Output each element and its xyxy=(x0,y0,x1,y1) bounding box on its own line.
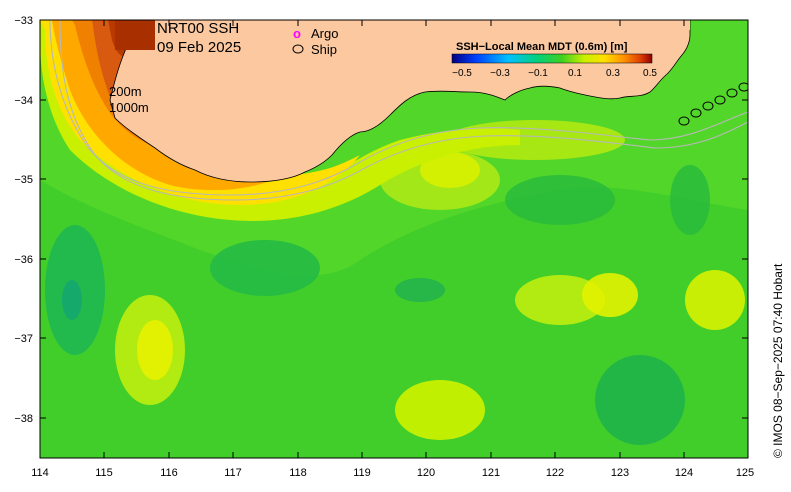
y-tick-label: −37 xyxy=(14,333,33,345)
argo-marker-icon: o xyxy=(293,26,301,41)
x-tick-label: 117 xyxy=(224,467,242,479)
map-date: 09 Feb 2025 xyxy=(157,39,241,56)
y-tick-label: −36 xyxy=(14,254,33,266)
x-tick-label: 120 xyxy=(417,467,435,479)
x-tick-label: 116 xyxy=(160,467,178,479)
x-tick-label: 125 xyxy=(736,467,754,479)
colorbar-tick: −0.5 xyxy=(452,68,472,79)
marker-legend: o Argo Ship xyxy=(292,26,338,57)
x-tick-label: 114 xyxy=(31,467,49,479)
colorbar-title: SSH−Local Mean MDT (0.6m) [m] xyxy=(456,41,628,53)
colorbar-tick: −0.1 xyxy=(528,68,548,79)
y-tick-label: −33 xyxy=(14,15,33,27)
contour-200m-line xyxy=(49,20,748,196)
x-tick-label: 122 xyxy=(546,467,564,479)
legend-ship-label: Ship xyxy=(311,42,337,57)
colorbar-gradient xyxy=(451,53,653,64)
y-tick-label: −38 xyxy=(14,413,33,425)
ssh-field xyxy=(40,20,748,458)
y-tick-label: −34 xyxy=(14,95,33,107)
colorbar-tick: 0.1 xyxy=(568,68,582,79)
legend-argo-label: Argo xyxy=(311,26,338,41)
x-tick-label: 115 xyxy=(95,467,113,479)
contour-1000m-line xyxy=(59,20,748,201)
colorbar-tick: 0.5 xyxy=(643,68,657,79)
x-tick-label: 124 xyxy=(675,467,693,479)
contour-200m-label: 200m xyxy=(109,84,142,99)
eddy-cold-east xyxy=(595,355,685,445)
colorbar: SSH−Local Mean MDT (0.6m) [m] −0.5 −0.3 … xyxy=(451,41,657,79)
colorbar-tick: 0.3 xyxy=(606,68,620,79)
y-tick-label: −35 xyxy=(14,174,33,186)
colorbar-tick: −0.3 xyxy=(490,68,510,79)
plot-frame xyxy=(39,19,749,459)
y-axis: −33 −34 −35 −36 −37 −38 xyxy=(14,15,748,425)
x-axis: 114 115 116 117 118 119 120 121 122 123 … xyxy=(31,20,754,479)
ship-track xyxy=(678,82,748,126)
x-tick-label: 119 xyxy=(353,467,371,479)
map-title: NRT00 SSH xyxy=(157,20,239,37)
contour-1000m-label: 1000m xyxy=(109,100,149,115)
x-tick-label: 118 xyxy=(289,467,307,479)
ship-marker-icon xyxy=(292,44,304,54)
x-tick-label: 121 xyxy=(482,467,500,479)
x-tick-label: 123 xyxy=(611,467,629,479)
credit-text: © IMOS 08−Sep−2025 07:40 Hobart xyxy=(771,263,785,458)
